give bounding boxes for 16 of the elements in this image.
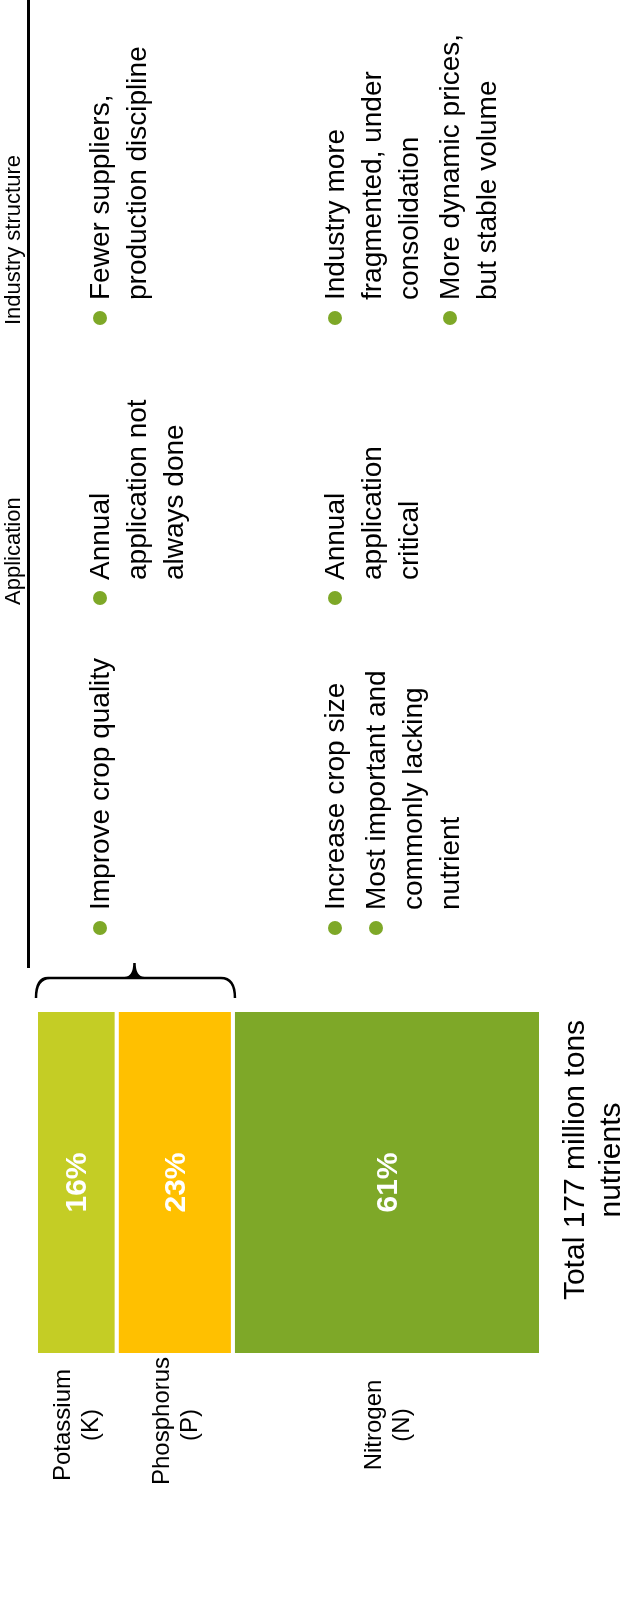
text: Application bbox=[0, 497, 26, 605]
text: Nitrogen (N) bbox=[358, 1378, 415, 1473]
text: Total 177 million tons nutrients bbox=[556, 1018, 627, 1303]
text: Annual application critical bbox=[318, 445, 425, 580]
text: Industry structure bbox=[0, 155, 26, 325]
data-label: 16% bbox=[59, 1152, 93, 1213]
data-label: 61% bbox=[369, 1152, 403, 1213]
text: Potassium (K) bbox=[48, 1368, 105, 1484]
text: Increase crop size bbox=[318, 681, 351, 910]
text: Improve crop quality bbox=[83, 656, 116, 910]
text: Industry more fragmented, under consolidation bbox=[318, 70, 425, 300]
text: Fewer suppliers, production discipline bbox=[83, 45, 153, 300]
data-label: 23% bbox=[157, 1152, 191, 1213]
text: Annual application not always done bbox=[83, 398, 190, 580]
text: Phosphorus (P) bbox=[146, 1356, 203, 1485]
text: Most important and commonly lacking nutrient bbox=[359, 669, 466, 910]
